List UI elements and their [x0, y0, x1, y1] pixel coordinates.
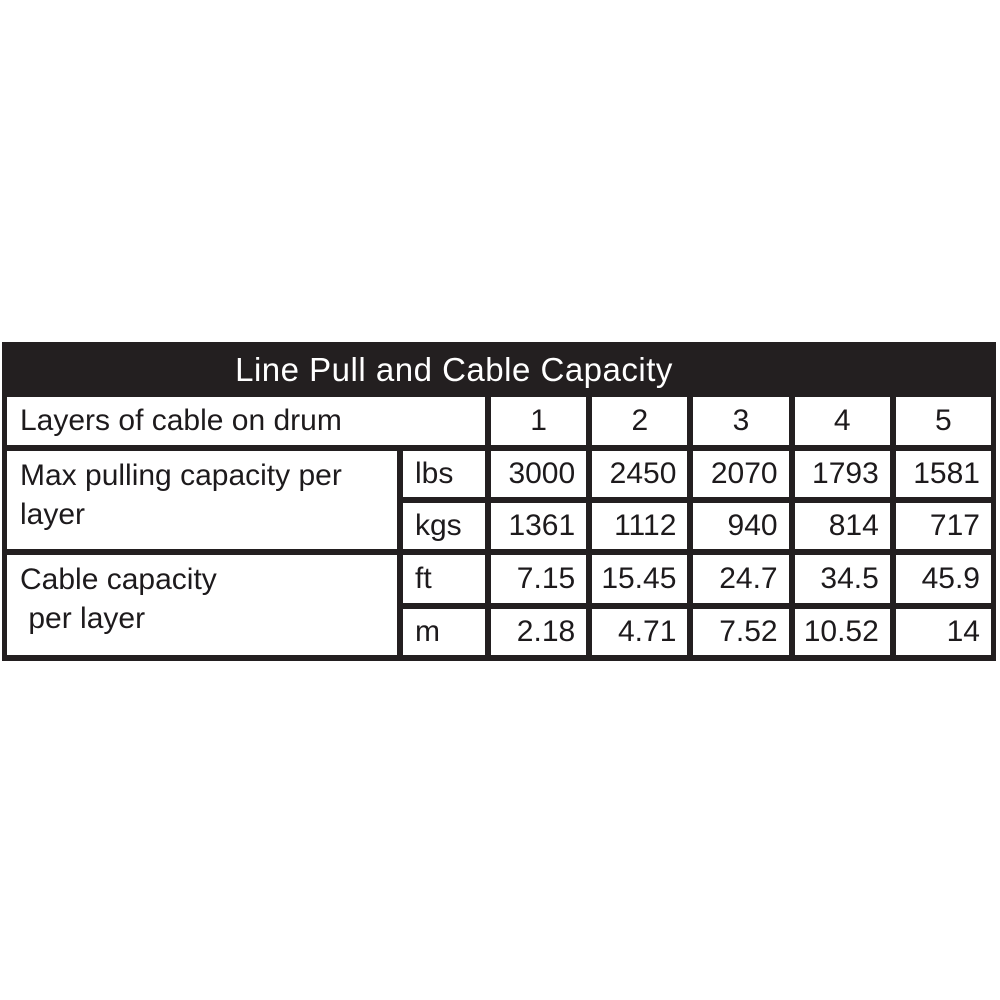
- value-lbs-layer1: 3000: [491, 451, 587, 497]
- unit-ft: ft: [403, 555, 485, 603]
- layer-header-4: 4: [794, 397, 890, 445]
- value-lbs-layer5: 1581: [895, 451, 991, 497]
- value-ft-layer5: 45.9: [895, 555, 991, 603]
- value-kgs-layer4: 814: [794, 503, 890, 549]
- value-m-layer5: 14: [895, 609, 991, 655]
- value-ft-layer4: 34.5: [794, 555, 890, 603]
- layer-header-2: 2: [592, 397, 688, 445]
- value-kgs-layer2: 1112: [592, 503, 688, 549]
- value-ft-layer3: 24.7: [693, 555, 789, 603]
- table-title: Line Pull and Cable Capacity: [235, 350, 673, 388]
- value-kgs-layer1: 1361: [491, 503, 587, 549]
- value-lbs-layer3: 2070: [693, 451, 789, 497]
- row-group-max-pulling-capacity: Max pulling capacity per layer: [7, 451, 397, 549]
- value-ft-layer1: 7.15: [491, 555, 587, 603]
- value-lbs-layer2: 2450: [592, 451, 688, 497]
- unit-m: m: [403, 609, 485, 655]
- value-m-layer3: 7.52: [693, 609, 789, 655]
- value-lbs-layer4: 1793: [794, 451, 890, 497]
- value-ft-layer2: 15.45: [592, 555, 688, 603]
- layer-header-5: 5: [895, 397, 991, 445]
- layer-header-3: 3: [693, 397, 789, 445]
- value-kgs-layer3: 940: [693, 503, 789, 549]
- table-title-bar: Line Pull and Cable Capacity: [7, 342, 991, 397]
- row-group-cable-capacity: Cable capacity per layer: [7, 555, 397, 655]
- value-m-layer2: 4.71: [592, 609, 688, 655]
- table-grid: Layers of cable on drum 1 2 3 4 5 Max pu…: [7, 397, 991, 655]
- layer-header-1: 1: [491, 397, 587, 445]
- unit-kgs: kgs: [403, 503, 485, 549]
- value-m-layer4: 10.52: [794, 609, 890, 655]
- value-kgs-layer5: 717: [895, 503, 991, 549]
- row-header-layers-of-cable: Layers of cable on drum: [7, 397, 485, 445]
- line-pull-capacity-table: Line Pull and Cable Capacity Layers of c…: [2, 342, 996, 661]
- unit-lbs: lbs: [403, 451, 485, 497]
- value-m-layer1: 2.18: [491, 609, 587, 655]
